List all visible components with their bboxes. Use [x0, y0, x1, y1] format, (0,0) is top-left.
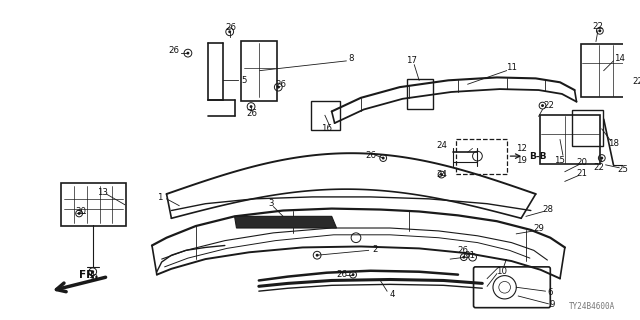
Text: 3: 3 — [269, 199, 274, 208]
Text: 11: 11 — [506, 63, 517, 72]
Text: 31: 31 — [464, 251, 475, 260]
Circle shape — [250, 105, 253, 108]
Text: FR.: FR. — [79, 270, 99, 280]
Text: 21: 21 — [577, 169, 588, 178]
Circle shape — [316, 254, 319, 257]
Text: 26: 26 — [169, 46, 180, 55]
Text: 6: 6 — [548, 288, 553, 297]
Text: 15: 15 — [554, 156, 566, 164]
Text: 16: 16 — [321, 124, 332, 133]
Text: 14: 14 — [614, 54, 625, 63]
Circle shape — [186, 52, 189, 55]
Circle shape — [77, 212, 81, 215]
Text: 7: 7 — [501, 260, 506, 268]
Circle shape — [598, 29, 602, 32]
Text: 10: 10 — [496, 267, 508, 276]
Circle shape — [381, 156, 385, 159]
Text: 24: 24 — [436, 170, 447, 179]
Text: 1: 1 — [157, 193, 163, 202]
Text: 26: 26 — [225, 23, 236, 32]
Text: 24: 24 — [436, 141, 447, 150]
Circle shape — [630, 83, 632, 86]
Text: 17: 17 — [406, 56, 417, 65]
Text: 29: 29 — [533, 224, 544, 234]
Text: 26: 26 — [246, 109, 257, 118]
Circle shape — [228, 30, 231, 33]
Polygon shape — [234, 216, 337, 228]
Text: 25: 25 — [618, 165, 628, 174]
Circle shape — [462, 256, 465, 259]
Text: 20: 20 — [577, 158, 588, 167]
Text: 22: 22 — [593, 22, 604, 31]
Text: 12: 12 — [516, 144, 527, 153]
Circle shape — [277, 86, 280, 89]
Circle shape — [351, 273, 355, 276]
Bar — [456, 139, 507, 174]
Text: 8: 8 — [348, 54, 354, 63]
Text: 19: 19 — [516, 156, 527, 164]
Text: 18: 18 — [608, 139, 619, 148]
Text: 2: 2 — [372, 245, 378, 254]
Circle shape — [541, 104, 544, 107]
Text: 26: 26 — [336, 270, 347, 279]
Text: 26: 26 — [365, 151, 376, 160]
Circle shape — [440, 173, 443, 176]
Text: 30: 30 — [87, 274, 98, 283]
Text: 26: 26 — [458, 246, 468, 255]
Text: B-B: B-B — [529, 152, 547, 161]
Text: 28: 28 — [543, 205, 554, 214]
Text: TY24B4600A: TY24B4600A — [569, 301, 616, 311]
Text: 22: 22 — [544, 101, 555, 110]
Text: 26: 26 — [276, 80, 287, 89]
Text: 13: 13 — [97, 188, 108, 196]
Text: 4: 4 — [389, 290, 395, 299]
Circle shape — [600, 156, 604, 159]
Text: 22: 22 — [593, 163, 604, 172]
Text: 9: 9 — [550, 300, 555, 309]
Text: 5: 5 — [241, 76, 247, 85]
Text: 22: 22 — [632, 77, 640, 86]
Circle shape — [92, 270, 94, 273]
Text: 30: 30 — [76, 207, 86, 216]
